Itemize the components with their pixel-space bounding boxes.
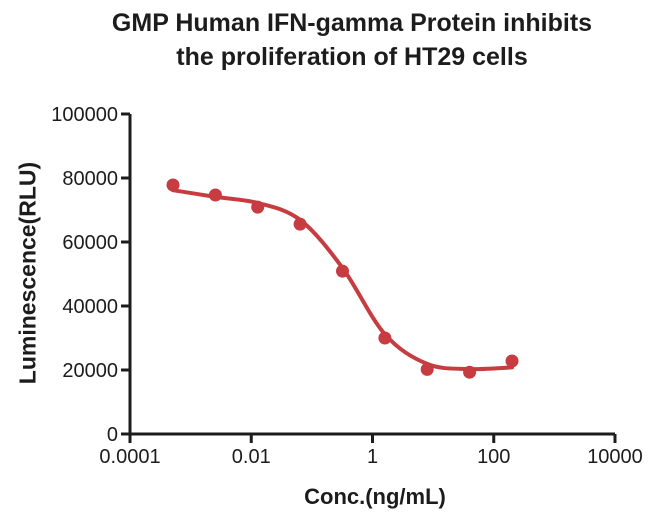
data-point: [336, 264, 349, 278]
chart-title: GMP Human IFN-gamma Protein inhibits the…: [54, 6, 650, 74]
x-tick-label: 1: [367, 446, 378, 468]
chart-title-line1: GMP Human IFN-gamma Protein inhibits: [111, 9, 593, 37]
data-point: [463, 365, 477, 379]
x-tick-label: 0.01: [232, 446, 271, 468]
data-point: [166, 178, 180, 192]
y-tick-label: 60000: [62, 232, 118, 254]
y-tick-label: 100000: [51, 104, 118, 126]
data-point: [505, 354, 519, 368]
y-tick-label: 40000: [62, 296, 118, 318]
data-point: [208, 188, 222, 202]
chart-title-line2: the proliferation of HT29 cells: [176, 43, 528, 71]
y-tick-label: 80000: [62, 168, 118, 190]
fit-curve: [171, 188, 514, 372]
axis-spine: [128, 114, 615, 436]
data-point: [251, 200, 265, 214]
data-point: [420, 362, 434, 376]
y-axis-title: Luminescence(RLU): [14, 161, 41, 385]
data-point: [293, 217, 307, 231]
x-tick-label: 100: [477, 446, 510, 468]
data-point: [378, 331, 392, 345]
x-axis-title: Conc.(ng/mL): [304, 484, 446, 509]
y-tick-label: 0: [107, 424, 118, 446]
y-tick-label: 20000: [62, 360, 118, 382]
x-tick-label: 0.0001: [99, 446, 160, 468]
x-tick-label: 10000: [587, 446, 643, 468]
